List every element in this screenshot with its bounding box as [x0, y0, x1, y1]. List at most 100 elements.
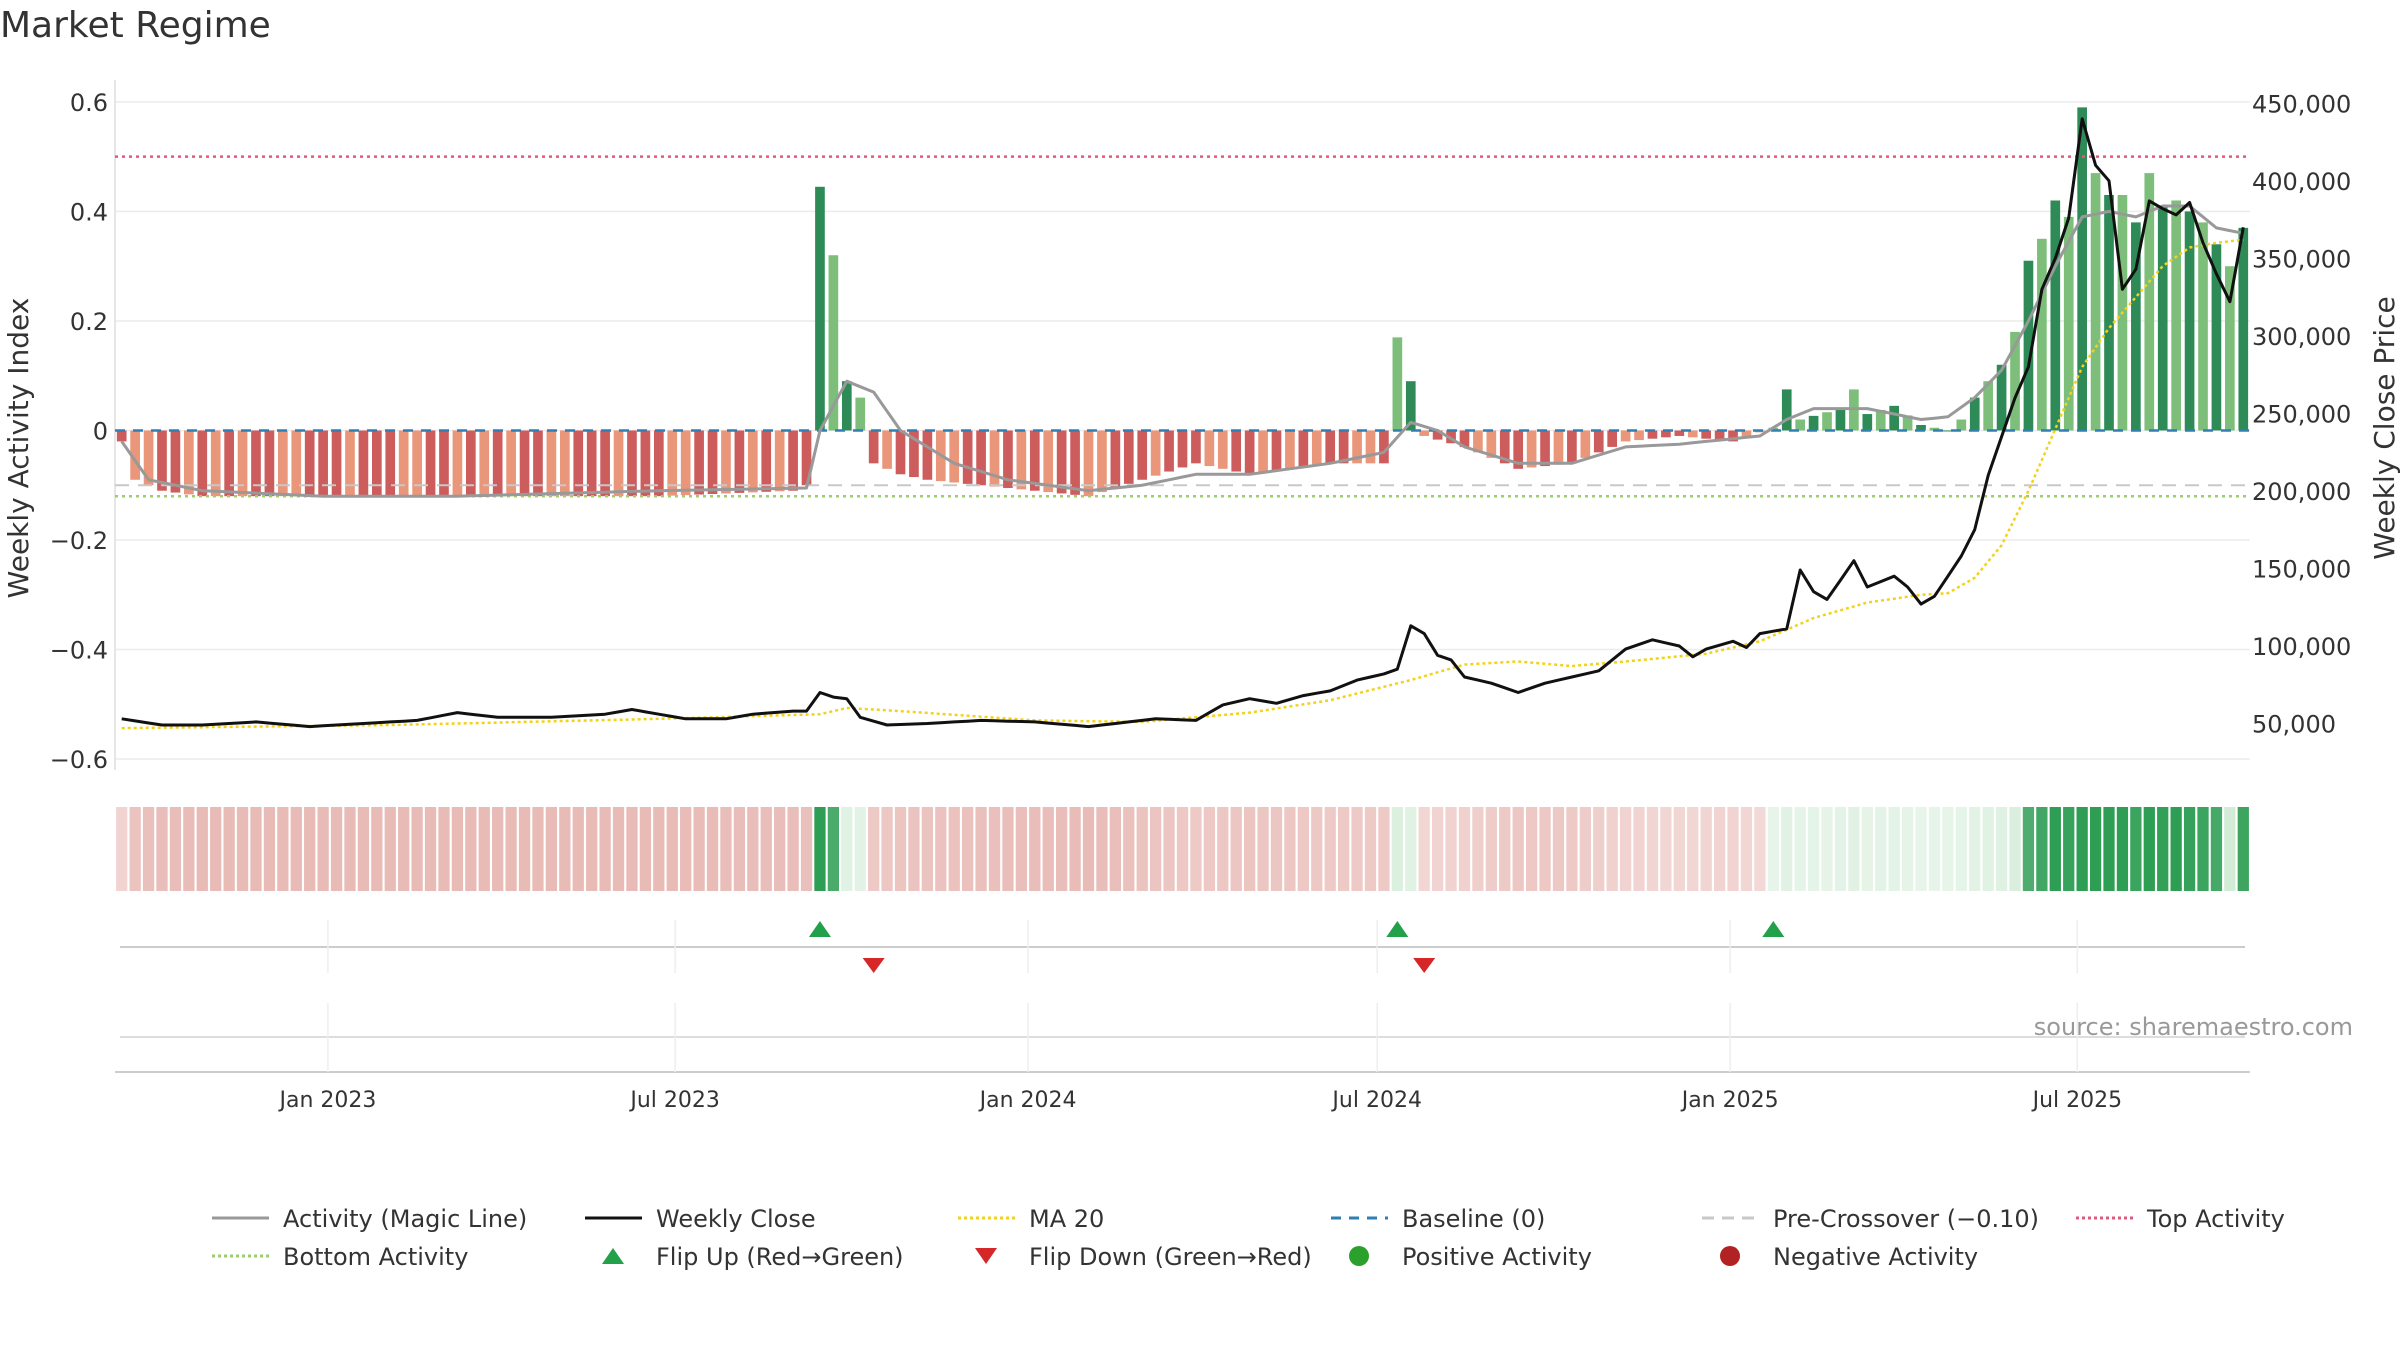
regime-cell	[1431, 807, 1444, 891]
activity-bar	[2104, 195, 2114, 431]
regime-cell	[1606, 807, 1618, 891]
y-axis-left: 0.6 0.4 0.2 0 −0.2 −0.4 −0.6	[50, 89, 108, 774]
activity-bar	[130, 430, 140, 480]
regime-cell	[317, 807, 329, 891]
y-right-tick-label: 50,000	[2252, 710, 2336, 738]
regime-cell	[854, 807, 866, 891]
regime-cell	[1807, 807, 1820, 891]
regime-cell	[532, 807, 544, 891]
legend-label: Flip Down (Green→Red)	[1029, 1243, 1312, 1271]
regime-cell	[2103, 807, 2115, 891]
magic-line	[120, 204, 2244, 498]
y-right-tick-label: 350,000	[2252, 245, 2351, 273]
activity-bar	[1969, 397, 1980, 431]
regime-cell	[666, 807, 678, 891]
activity-bar	[1070, 430, 1080, 495]
legend-item: Weekly Close	[585, 1205, 816, 1233]
regime-cell	[1056, 807, 1068, 891]
activity-bar	[1191, 430, 1201, 464]
activity-bar	[2090, 173, 2101, 431]
regime-cell	[1069, 807, 1081, 891]
regime-cell	[411, 807, 423, 891]
legend-label: Negative Activity	[1773, 1243, 1978, 1271]
activity-bar	[2184, 211, 2195, 431]
activity-bar	[841, 381, 852, 431]
regime-cell	[1781, 807, 1793, 891]
y-axis-right: 450,000 400,000 350,000 300,000 250,000 200,0…	[2252, 90, 2351, 738]
activity-bar	[2144, 173, 2155, 431]
legend-label: MA 20	[1029, 1205, 1104, 1233]
activity-bar	[922, 430, 933, 480]
activity-bar	[197, 430, 208, 497]
activity-bar	[1150, 430, 1161, 476]
regime-cell	[827, 807, 840, 891]
activity-bar	[774, 430, 785, 492]
activity-bar	[1446, 430, 1456, 444]
regime-cell	[1311, 807, 1323, 891]
chart-title: Market Regime	[0, 5, 271, 46]
activity-bar	[653, 430, 664, 497]
regime-cell	[680, 807, 692, 891]
regime-cell	[1203, 807, 1215, 891]
regime-cell	[1593, 807, 1605, 891]
y-tick-label: −0.6	[50, 746, 108, 774]
regime-cell	[760, 807, 772, 891]
activity-bar	[586, 430, 597, 497]
regime-cell	[988, 807, 1001, 891]
activity-bar	[989, 430, 1000, 487]
legend-label: Flip Up (Red→Green)	[656, 1243, 904, 1271]
regime-cell	[787, 807, 799, 891]
activity-bar	[439, 430, 449, 497]
regime-cell	[1163, 807, 1175, 891]
regime-cell	[1848, 807, 1860, 891]
activity-bar	[1352, 430, 1362, 464]
activity-bar	[1271, 430, 1282, 471]
legend-item: Baseline (0)	[1331, 1205, 1545, 1233]
regime-cell	[1082, 807, 1095, 891]
regime-cell	[881, 807, 893, 891]
gridlines	[114, 80, 2250, 770]
activity-bar	[895, 430, 906, 475]
activity-bar	[909, 430, 919, 478]
regime-cell	[1982, 807, 1994, 891]
activity-bar	[1647, 430, 1658, 439]
y-axis-right-label: Weekly Close Price	[2368, 296, 2400, 559]
activity-bar	[1795, 419, 1806, 431]
activity-bar	[1311, 430, 1322, 466]
regime-cell	[1512, 807, 1524, 891]
activity-bar	[479, 430, 490, 497]
activity-bar	[1137, 430, 1148, 480]
activity-bar	[291, 430, 302, 497]
y-tick-label: 0.6	[70, 89, 108, 117]
regime-cell	[1351, 807, 1363, 891]
regime-cell	[948, 807, 960, 891]
regime-cell	[572, 807, 584, 891]
regime-cell	[438, 807, 450, 891]
activity-bar	[1634, 430, 1644, 441]
regime-cell	[908, 807, 920, 891]
regime-cell	[1243, 807, 1256, 891]
regime-cell	[1297, 807, 1309, 891]
activity-bar	[2157, 205, 2168, 431]
activity-bar	[2171, 200, 2181, 431]
series-lines	[120, 117, 2245, 730]
activity-bar	[1379, 430, 1389, 464]
activity-bar	[1392, 337, 1403, 431]
legend-item: Activity (Magic Line)	[212, 1205, 527, 1233]
activity-bar	[1808, 415, 1819, 431]
activity-bar	[278, 430, 288, 497]
activity-bar	[882, 430, 892, 469]
regime-cell	[344, 807, 356, 891]
regime-cell	[2036, 807, 2048, 891]
activity-bar	[559, 430, 570, 497]
legend-label: Baseline (0)	[1402, 1205, 1545, 1233]
regime-cell	[196, 807, 208, 891]
activity-bar	[1365, 430, 1376, 464]
regime-cell	[706, 807, 719, 891]
regime-cell	[451, 807, 464, 891]
activity-bar	[640, 430, 651, 497]
activity-bar	[170, 430, 181, 493]
activity-bar	[237, 430, 248, 497]
y-right-tick-label: 300,000	[2252, 323, 2351, 351]
regime-cell	[1176, 807, 1189, 891]
